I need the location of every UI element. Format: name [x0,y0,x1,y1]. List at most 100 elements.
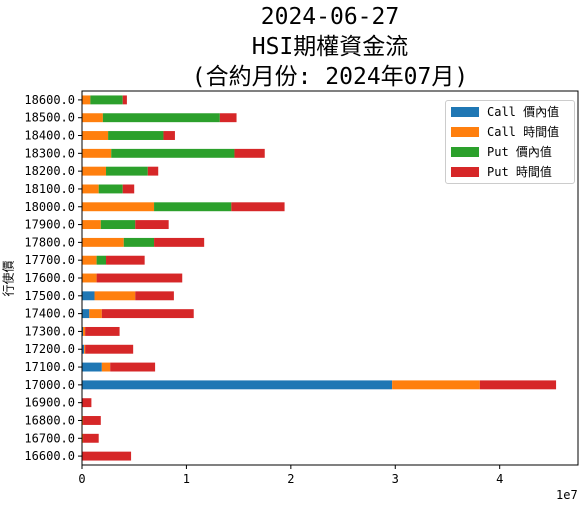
y-tick-label: 16600.0 [24,449,75,463]
bar-segment [110,362,156,372]
bar-segment [147,166,159,176]
y-tick-label: 17800.0 [24,235,75,249]
y-axis-label: 行使價 [1,260,16,297]
bar-segment [82,113,103,123]
bar-segment [479,380,557,390]
bar-segment [82,433,84,443]
bar-segment [82,202,155,212]
bar-segment [102,113,220,123]
bar-segment [82,148,112,158]
bar-segment [234,148,265,158]
bar-segment [82,131,109,140]
y-tick-label: 17900.0 [24,218,75,232]
chart-title-line-2: HSI期權資金流 [251,34,409,60]
bar-segment [82,166,107,176]
bar-segment [82,362,102,372]
legend-label: Call 時間值 [487,125,560,139]
bar-segment [122,95,127,105]
legend-item: Call 價內值 [446,102,574,121]
y-tick-label: 16800.0 [24,413,75,427]
bar-segment [123,237,155,247]
bar-segment [85,326,120,336]
bar-segment [111,148,235,158]
y-tick-label: 18300.0 [24,146,75,160]
bar-segment [106,255,145,265]
bar-segment [83,326,86,336]
chart-title-line-3: (合約月份: 2024年07月) [191,64,469,90]
y-tick-label: 17100.0 [24,360,75,374]
bar-segment [163,131,175,140]
legend-item: Put 價內值 [446,142,574,161]
bar-segment [100,220,136,230]
bar-segment [83,433,99,443]
bar-segment [392,380,480,390]
x-axis-scale-label: 1e7 [556,488,578,502]
bar-segment [82,416,84,425]
bar-segment [82,95,91,105]
bar-segment [82,237,124,247]
bar-segment [219,113,237,123]
bar-segment [96,273,183,283]
bar-segment [82,184,99,194]
bar-segment [82,273,97,283]
bar-segment [82,344,85,354]
bar-segment [96,255,107,265]
bar-segment [82,326,84,336]
bar-segment [89,309,102,319]
y-tick-label: 16700.0 [24,431,75,445]
bar-segment [84,344,86,354]
bar-segment [106,166,148,176]
x-tick-label: 1 [183,472,190,486]
x-tick-label: 3 [392,472,399,486]
y-tick-label: 17700.0 [24,253,75,267]
x-tick-label: 2 [287,472,294,486]
bar-segment [90,95,123,105]
plot-frame [81,90,579,466]
bar-segment [82,380,393,390]
bar-segment [108,131,164,140]
legend-swatch [451,126,479,137]
bar-segment [82,255,97,265]
bar-segment [83,416,101,425]
legend-swatch [451,146,479,157]
bar-segment [122,184,135,194]
y-tick-label: 17600.0 [24,271,75,285]
bar-segment [101,309,194,319]
legend-label: Put 價內值 [487,145,552,159]
y-tick-label: 17300.0 [24,324,75,338]
y-tick-label: 18000.0 [24,200,75,214]
x-tick-label: 0 [78,472,85,486]
legend-item: Put 時間值 [446,162,574,181]
bar-segment [82,309,90,319]
bar-segment [82,291,95,301]
y-tick-label: 17400.0 [24,307,75,321]
y-axis-ticks: 16600.0 16700.0 16800.0 16900.0 17000.0 17100… [24,93,82,463]
legend-label: Call 價內值 [487,105,560,119]
x-tick-label: 4 [496,472,503,486]
chart-title-line-1: 2024-06-27 [260,4,400,30]
legend-swatch [451,166,479,177]
legend-label: Put 時間值 [487,165,552,179]
legend-swatch [451,106,479,117]
y-tick-label: 17500.0 [24,289,75,303]
y-tick-label: 18600.0 [24,93,75,107]
legend: Call 價內值 Call 時間值 Put 價內值 Put 時間值 [445,100,575,184]
bars-group [82,95,557,461]
bar-segment [231,202,285,212]
bar-segment [98,184,123,194]
x-axis-ticks: 0 1 2 3 4 [78,465,503,486]
y-tick-label: 18400.0 [24,129,75,143]
bar-segment [101,362,111,372]
bar-segment [154,237,205,247]
y-tick-label: 17200.0 [24,342,75,356]
bar-segment [135,220,169,230]
y-tick-label: 18200.0 [24,164,75,178]
bar-segment [82,451,132,461]
bar-segment [82,220,101,230]
bar-segment [85,344,134,354]
bar-segment [82,398,92,408]
y-tick-label: 18100.0 [24,182,75,196]
y-tick-label: 16900.0 [24,396,75,410]
legend-item: Call 時間值 [446,122,574,141]
